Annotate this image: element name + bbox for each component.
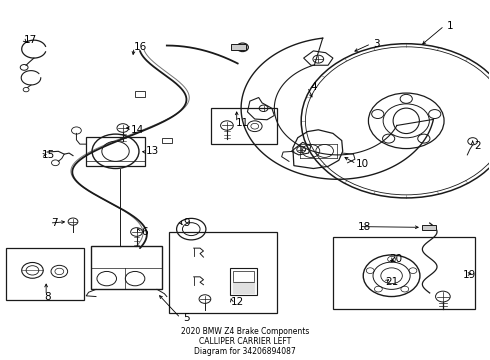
Text: 6: 6	[142, 227, 148, 237]
Bar	[5, 248, 84, 300]
Bar	[233, 271, 254, 293]
Circle shape	[237, 43, 248, 51]
Text: 12: 12	[231, 297, 245, 307]
Bar	[91, 246, 162, 289]
Text: 14: 14	[131, 125, 144, 135]
Text: 18: 18	[358, 222, 371, 231]
Bar	[169, 232, 277, 313]
Text: 10: 10	[356, 159, 369, 169]
Bar	[231, 44, 246, 50]
Bar	[211, 108, 277, 144]
Text: 1: 1	[447, 21, 454, 31]
Text: 2: 2	[474, 141, 480, 151]
Text: 3: 3	[373, 39, 380, 49]
Text: 20: 20	[389, 254, 402, 264]
Text: 9: 9	[183, 218, 190, 228]
Text: 17: 17	[24, 35, 37, 45]
Text: 4: 4	[310, 82, 317, 92]
Bar	[333, 237, 475, 309]
Text: 16: 16	[133, 42, 147, 52]
Bar	[422, 225, 436, 230]
Text: 2020 BMW Z4 Brake Components
CALLIPER CARRIER LEFT
Diagram for 34206894087: 2020 BMW Z4 Brake Components CALLIPER CA…	[181, 327, 309, 356]
Bar	[135, 91, 145, 97]
Text: 13: 13	[146, 146, 159, 156]
Text: 19: 19	[463, 270, 476, 280]
Text: 11: 11	[236, 118, 249, 128]
Text: 15: 15	[42, 150, 55, 160]
Bar	[86, 137, 145, 166]
Text: 5: 5	[183, 313, 190, 323]
Bar	[230, 267, 257, 296]
Text: 8: 8	[44, 292, 50, 302]
Bar	[162, 138, 172, 143]
Text: 7: 7	[51, 218, 58, 228]
Text: 21: 21	[385, 277, 398, 287]
